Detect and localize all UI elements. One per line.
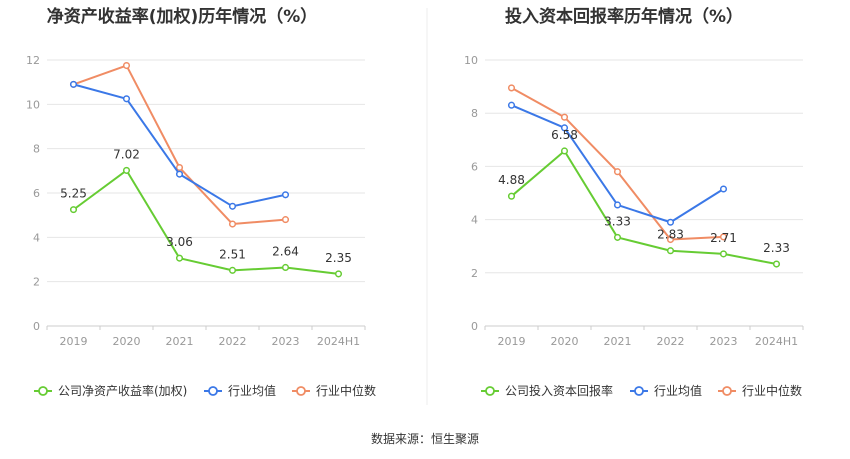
data-label: 2.33 (763, 241, 790, 255)
data-point-industry_median (666, 236, 675, 244)
legend-item-industry_median: 行业中位数 (718, 383, 802, 398)
data-point-industry_avg (613, 201, 622, 209)
data-point-industry_avg (719, 185, 728, 193)
roe-chart: 净资产收益率(加权)历年情况（%） 0 2 4 6 8 10 12 2019 2020 2021 2… (26, 6, 376, 398)
series-line-industry_median (73, 64, 286, 226)
legend-item-industry_avg: 行业均值 (204, 383, 276, 398)
data-point-company (175, 254, 184, 262)
y-tick-label: 8 (33, 143, 40, 156)
x-tick-label: 2020 (113, 335, 141, 348)
data-point-company (228, 266, 237, 274)
data-point-company (334, 270, 343, 278)
data-point-industry_median (613, 168, 622, 176)
data-point-industry_median (175, 163, 184, 172)
chart-title: 投入资本回报率历年情况（%） (505, 6, 743, 27)
y-tick-label: 0 (33, 320, 40, 333)
data-point-company (122, 166, 131, 174)
data-point-company (281, 263, 290, 272)
series-line-industry_avg (73, 83, 286, 208)
series-line-company (72, 169, 339, 275)
data-point-industry_avg (175, 170, 184, 178)
data-point-industry_avg (507, 101, 516, 109)
data-point-industry_avg (666, 218, 675, 226)
x-tick-label: 2019 (60, 335, 88, 348)
data-point-industry_median (122, 61, 131, 70)
x-tick-label: 2023 (272, 335, 300, 348)
y-tick-label: 2 (33, 276, 40, 289)
data-point-industry_avg (560, 124, 569, 132)
data-point-industry_avg (69, 80, 78, 88)
data-label: 4.88 (498, 173, 525, 187)
legend-swatch-marker (296, 386, 306, 396)
y-tick-label: 12 (26, 54, 40, 67)
data-label: 2.64 (272, 244, 299, 258)
data-label: 5.25 (60, 187, 87, 201)
chart-title: 净资产收益率(加权)历年情况（%） (47, 6, 318, 27)
x-tick-label: 2021 (166, 335, 194, 348)
data-label: 7.02 (113, 147, 140, 161)
x-tick-label: 2020 (551, 335, 579, 348)
y-tick-label: 4 (33, 231, 40, 244)
x-tick-label: 2024H1 (755, 335, 798, 348)
x-tick-label: 2024H1 (317, 335, 360, 348)
data-label: 2.35 (325, 251, 352, 265)
data-point-industry_median (560, 113, 569, 121)
x-tick-label: 2023 (710, 335, 738, 348)
data-point-company (69, 206, 78, 214)
x-tick-label: 2021 (604, 335, 632, 348)
legend-label: 公司投入资本回报率 (505, 383, 613, 398)
x-tick-label: 2019 (498, 335, 526, 348)
data-point-company (560, 147, 569, 155)
data-point-industry_median (507, 84, 516, 92)
legend-label: 公司净资产收益率(加权) (58, 383, 187, 398)
legend-swatch-marker (634, 386, 644, 396)
legend-item-industry_median: 行业中位数 (292, 383, 376, 398)
y-tick-label: 4 (471, 214, 478, 227)
data-point-industry_avg (228, 202, 237, 210)
y-tick-label: 10 (464, 54, 478, 67)
data-label: 2.83 (657, 228, 684, 242)
series-line-company (510, 149, 777, 266)
data-label: 2.51 (219, 247, 246, 261)
legend-label: 行业均值 (228, 383, 276, 398)
legend-item-company: 公司投入资本回报率 (481, 383, 613, 398)
legend-label: 行业中位数 (316, 383, 376, 398)
data-label: 6.58 (551, 128, 578, 142)
data-point-industry_median (228, 220, 237, 228)
y-tick-label: 8 (471, 107, 478, 120)
data-source-label: 数据来源：恒生聚源 (371, 431, 479, 446)
y-tick-label: 6 (33, 187, 40, 200)
data-point-company (507, 192, 516, 200)
data-point-industry_avg (122, 95, 131, 103)
data-point-company (772, 260, 781, 268)
data-point-company (613, 233, 622, 241)
data-label: 3.33 (604, 214, 631, 228)
legend-swatch-marker (38, 386, 48, 396)
legend-label: 行业中位数 (742, 383, 802, 398)
legend-swatch-marker (208, 386, 218, 396)
y-tick-label: 2 (471, 267, 478, 280)
data-label: 3.06 (166, 235, 193, 249)
legend-swatch-marker (485, 386, 495, 396)
data-point-industry_median (719, 233, 728, 241)
data-point-company (719, 250, 728, 258)
legend-item-company: 公司净资产收益率(加权) (34, 383, 187, 398)
legend-swatch-marker (722, 386, 732, 396)
y-tick-label: 0 (471, 320, 478, 333)
data-point-company (666, 247, 675, 255)
roic-chart: 投入资本回报率历年情况（%） 0 2 4 6 8 10 2019 2020 2021 2022 20… (464, 6, 804, 398)
x-tick-label: 2022 (657, 335, 685, 348)
y-tick-label: 6 (471, 160, 478, 173)
data-label: 2.71 (710, 231, 737, 245)
data-point-industry_avg (281, 191, 290, 199)
y-tick-label: 10 (26, 98, 40, 111)
legend-item-industry_avg: 行业均值 (630, 383, 702, 398)
x-tick-label: 2022 (219, 335, 247, 348)
legend-label: 行业均值 (654, 383, 702, 398)
data-point-industry_median (281, 216, 290, 224)
